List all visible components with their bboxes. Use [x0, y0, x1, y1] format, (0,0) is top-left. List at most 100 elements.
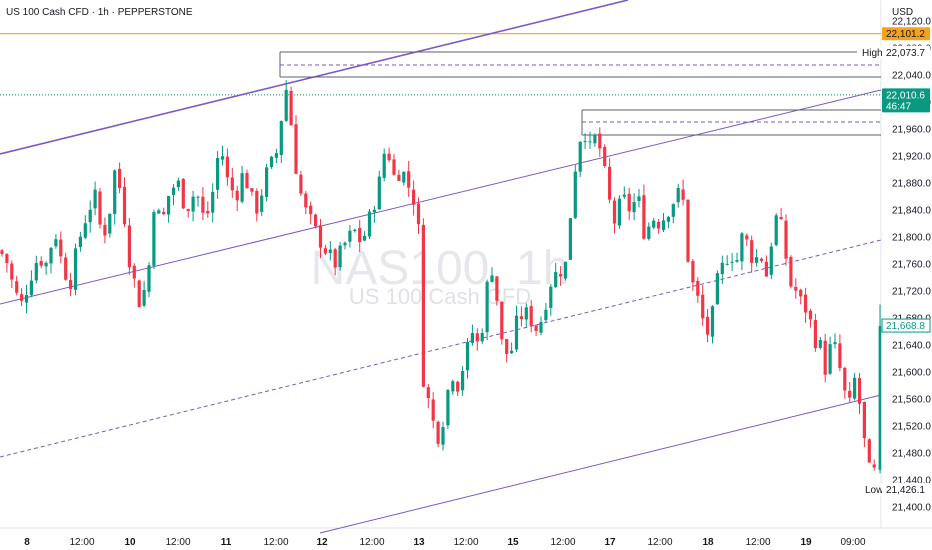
- candle-body: [392, 159, 396, 175]
- candle-body: [54, 239, 58, 247]
- candle-body: [710, 306, 715, 337]
- current-price-label: 22,010.6: [886, 90, 925, 101]
- candle-body: [867, 439, 871, 463]
- y-tick-label: 21,840.0: [892, 206, 931, 217]
- y-tick-label: 21,520.0: [892, 422, 931, 433]
- x-tick-label: 10: [124, 537, 136, 548]
- time-axis-area[interactable]: [0, 528, 932, 550]
- y-tick-label: 22,040.0: [892, 71, 931, 82]
- candle-body: [397, 174, 401, 181]
- last-price-bg: [881, 318, 931, 333]
- candle-body: [113, 170, 117, 214]
- candle-body: [764, 261, 768, 277]
- candle-body: [774, 215, 778, 245]
- candle-body: [740, 233, 744, 262]
- candle-body: [137, 280, 141, 308]
- candle-body: [274, 153, 278, 158]
- candle-body: [142, 290, 146, 306]
- candle-body: [554, 272, 558, 288]
- high-tag-bg: [857, 45, 883, 59]
- candle-body: [304, 193, 308, 208]
- candle-body: [181, 178, 185, 209]
- candle-body: [612, 200, 617, 224]
- candle-body: [436, 421, 440, 444]
- candle-body: [588, 141, 592, 143]
- candle-body: [750, 240, 754, 263]
- y-tick-label: 21,440.0: [892, 476, 931, 487]
- candle-body: [862, 401, 866, 439]
- candle-body: [828, 344, 832, 374]
- candle-body: [652, 220, 656, 228]
- x-tick-label: 12:00: [550, 537, 575, 548]
- candle-body: [799, 289, 803, 297]
- candle-body: [402, 171, 406, 183]
- candle-body: [20, 294, 24, 301]
- candle-body: [289, 90, 293, 126]
- price-axis-area[interactable]: [881, 0, 932, 528]
- candle-body: [206, 210, 210, 214]
- low-tag-bg: [861, 482, 883, 496]
- currency-label: USD: [892, 7, 913, 18]
- candle-body: [642, 195, 646, 239]
- candle-body: [696, 280, 700, 296]
- candle-body: [671, 204, 675, 217]
- candle-body: [838, 343, 842, 369]
- y-tick-label: 21,640.0: [892, 341, 931, 352]
- last-price-label: 21,668.8: [886, 321, 925, 332]
- candle-body: [441, 427, 445, 445]
- candle-body: [745, 235, 749, 240]
- candle-body: [539, 322, 543, 333]
- candle-body: [421, 224, 425, 387]
- candle-body: [853, 377, 857, 399]
- candle-body: [127, 225, 131, 268]
- time-axis-ticks: 8 12:00 10 12:00 11 12:00 12 12:00 13 12:00 15 12:0…: [24, 537, 866, 548]
- candle-body: [73, 248, 78, 290]
- candle-body: [318, 225, 323, 248]
- candle-body: [470, 333, 474, 344]
- candle-body: [759, 258, 764, 261]
- candle-body: [514, 315, 519, 350]
- candle-body: [544, 309, 548, 321]
- channel-lower-line: [319, 394, 882, 534]
- candle-body: [725, 263, 729, 265]
- plot-area[interactable]: [0, 0, 881, 528]
- candle-body: [578, 141, 582, 172]
- candle-body: [789, 256, 793, 287]
- high-price-label: 22,073.7: [886, 48, 925, 59]
- candle-body: [505, 339, 509, 354]
- y-tick-label: 21,920.0: [892, 152, 931, 163]
- candle-body: [171, 187, 176, 196]
- candle-body: [769, 246, 773, 275]
- x-tick-label: 17: [604, 537, 616, 548]
- candle-body: [191, 196, 195, 212]
- candle-body: [804, 294, 808, 313]
- candle-body: [534, 325, 538, 332]
- candle-body: [813, 320, 817, 349]
- x-tick-label: 11: [221, 537, 232, 548]
- x-tick-label: 8: [24, 537, 30, 548]
- y-tick-label: 21,480.0: [892, 449, 931, 460]
- candle-body: [382, 153, 386, 178]
- candles-layer: [0, 80, 882, 474]
- candle-body: [848, 390, 852, 398]
- candle-body: [29, 280, 33, 296]
- candle-body: [666, 216, 670, 222]
- candle-body: [510, 350, 514, 354]
- y-tick-label: 22,120.0: [892, 17, 931, 28]
- candle-body: [529, 306, 533, 326]
- drawings-layer: [0, 0, 882, 534]
- candle-body: [328, 249, 332, 253]
- candle-body: [88, 209, 92, 223]
- candle-body: [559, 274, 563, 277]
- y-tick-label: 21,560.0: [892, 395, 931, 406]
- candle-body: [201, 196, 205, 213]
- candle-body: [608, 166, 612, 200]
- candle-body: [598, 133, 602, 149]
- candle-body: [593, 134, 597, 144]
- candle-body: [691, 261, 695, 283]
- candle-body: [10, 263, 14, 280]
- y-tick-label: 21,400.0: [892, 503, 931, 514]
- candle-body: [730, 261, 734, 263]
- x-tick-label: 12:00: [69, 537, 94, 548]
